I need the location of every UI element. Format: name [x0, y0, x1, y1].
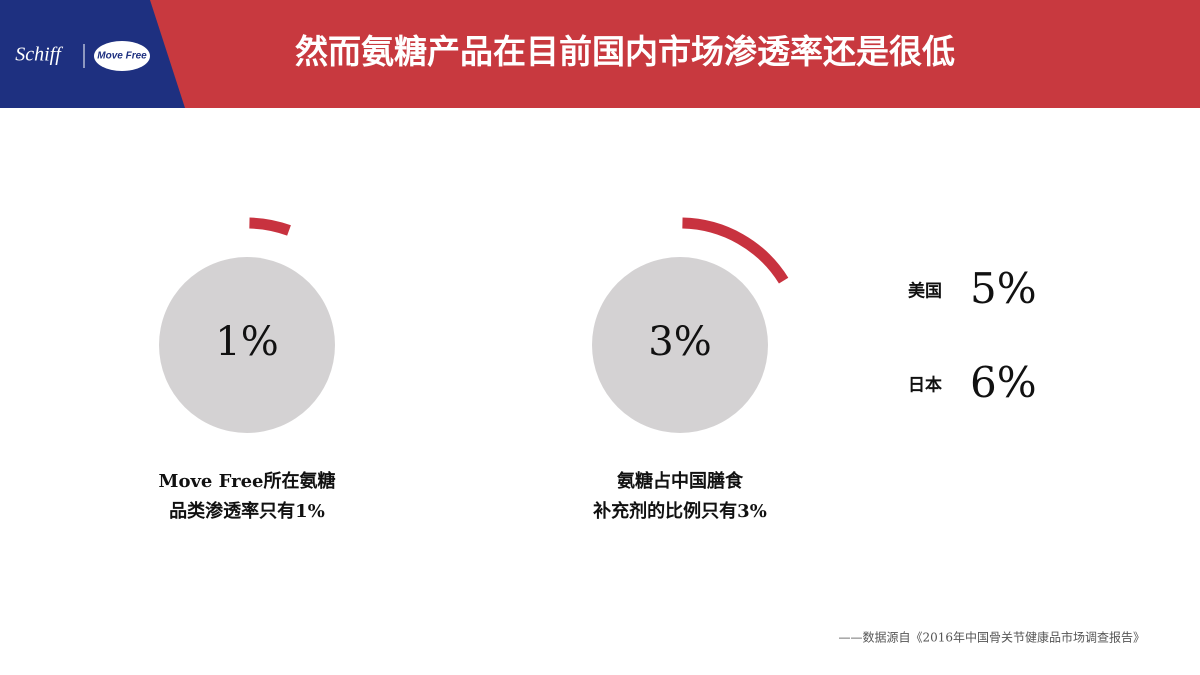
logo-schiff: Schiff [15, 44, 63, 66]
gauge-caption: 氨糖占中国膳食 [617, 470, 744, 492]
gauge-value: 3% [648, 319, 711, 365]
gauge-value: 1% [215, 319, 278, 365]
country-value: 5% [970, 264, 1037, 313]
source-note: ——数据源自《2016年中国骨关节健康品市场调查报告》 [838, 630, 1145, 645]
logo-badge [94, 41, 150, 71]
logo-movefree: Move Free [97, 51, 147, 62]
gauge-arc [682, 217, 789, 284]
logo-panel [0, 0, 185, 108]
country-label: 美国 [908, 281, 942, 302]
gauge-caption: Move Free所在氨糖 [159, 470, 336, 492]
header-band [0, 0, 1200, 108]
gauge-circle [592, 257, 768, 433]
slide-title: 然而氨糖产品在目前国内市场渗透率还是很低 [295, 32, 955, 71]
country-value: 6% [970, 358, 1037, 407]
gauge-caption: 品类渗透率只有1% [169, 500, 325, 522]
gauge-arc [249, 217, 291, 236]
gauge-caption: 补充剂的比例只有3% [592, 500, 767, 522]
country-label: 日本 [908, 375, 942, 396]
gauge-circle [159, 257, 335, 433]
